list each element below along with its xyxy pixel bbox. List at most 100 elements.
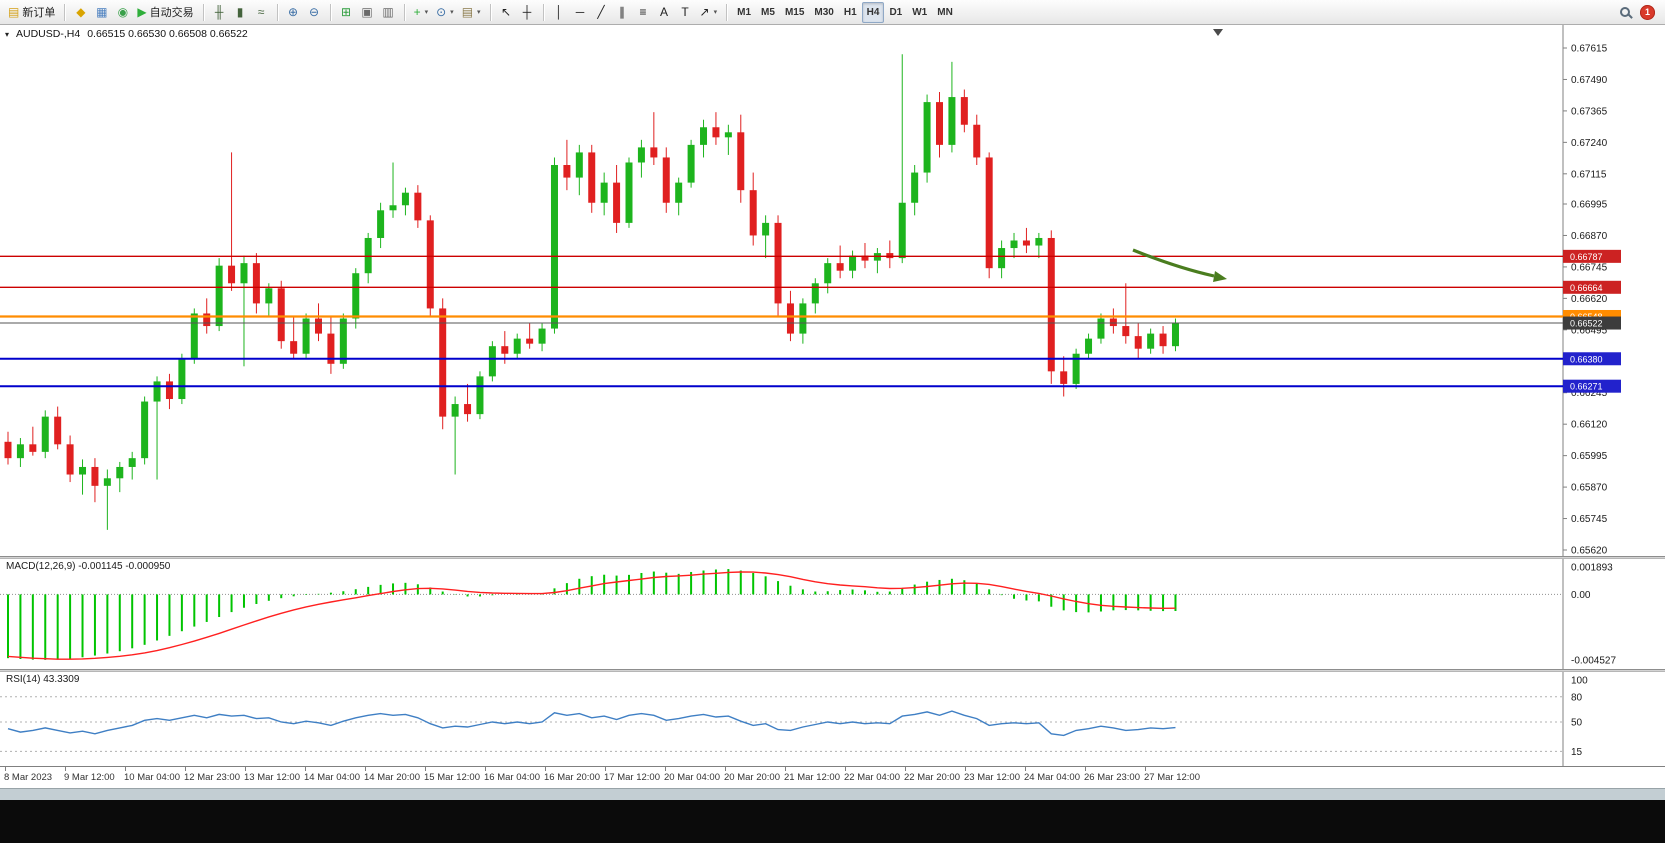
text-button[interactable]: A xyxy=(654,2,675,23)
channel-button[interactable]: ∥ xyxy=(612,2,633,23)
indicators-button[interactable]: + ▾ xyxy=(410,2,433,23)
indicators-icon: + xyxy=(413,5,421,19)
svg-text:0.00: 0.00 xyxy=(1571,590,1591,601)
ohlc-values-label: 0.66515 0.66530 0.66508 0.66522 xyxy=(87,28,248,40)
dropdown-caret-icon: ▾ xyxy=(424,9,429,16)
arrows-button[interactable]: ↗ ▾ xyxy=(696,2,722,23)
price-axis-labels[interactable]: 0.67615 0.67490 0.67365 0.67240 0.67115 0.669… xyxy=(1563,44,1608,557)
svg-text:0.65870: 0.65870 xyxy=(1571,483,1608,494)
timeframe-button-d1[interactable]: D1 xyxy=(889,6,903,18)
timeframe-button-h1[interactable]: H1 xyxy=(843,6,857,18)
horizontal-line-button[interactable]: ─ xyxy=(570,2,591,23)
time-axis-label: 9 Mar 12:00 xyxy=(64,772,115,783)
macd-svg[interactable]: 0.001893 0.00 -0.004527 xyxy=(0,559,1665,669)
toolbar-separator xyxy=(64,3,66,21)
crosshair-icon: ┼ xyxy=(522,5,532,19)
profiles-icon: ▦ xyxy=(96,5,108,19)
price-badge xyxy=(1563,316,1621,330)
periods-button[interactable]: ⊙ ▾ xyxy=(432,2,458,23)
bar-chart-icon: ╫ xyxy=(214,5,224,19)
svg-text:0.66664: 0.66664 xyxy=(1570,283,1603,293)
timeframe-button-m1[interactable]: M1 xyxy=(737,6,752,18)
arrange-windows-icon: ▥ xyxy=(382,5,394,19)
symbol-period-label: AUDUSD-,H4 xyxy=(16,28,81,40)
price-chart-svg[interactable]: 0.67615 0.67490 0.67365 0.67240 0.67115 0.669… xyxy=(0,25,1665,556)
price-badge xyxy=(1563,379,1621,393)
profiles-button[interactable]: ▦ xyxy=(91,2,112,23)
templates-icon: ▤ xyxy=(461,5,474,19)
zoom-out-button[interactable]: ⊖ xyxy=(304,2,325,23)
timeframe-button-m30[interactable]: M30 xyxy=(814,6,834,18)
timeframe-button-mn[interactable]: MN xyxy=(937,6,953,18)
time-axis-tick xyxy=(1145,767,1146,771)
time-axis-tick xyxy=(845,767,846,771)
auto-trading-icon: ▶ xyxy=(137,5,147,19)
arrange-windows-button[interactable]: ▥ xyxy=(378,2,399,23)
time-axis[interactable]: 8 Mar 2023 9 Mar 12:00 10 Mar 04:00 12 Mar … xyxy=(0,766,1665,788)
charts-button[interactable]: ◆ xyxy=(70,2,91,23)
rsi-label: RSI(14) 43.3309 xyxy=(6,674,80,685)
timeframe-button-w1[interactable]: W1 xyxy=(912,6,928,18)
time-axis-label: 27 Mar 12:00 xyxy=(1144,772,1200,783)
crosshair-button[interactable]: ┼ xyxy=(517,2,538,23)
window-bottom-strip xyxy=(0,800,1665,843)
trendline-button[interactable]: ╱ xyxy=(591,2,612,23)
notification-badge[interactable]: 1 xyxy=(1640,4,1655,20)
timeframe-button-h4[interactable]: H4 xyxy=(861,1,885,23)
line-chart-button[interactable]: ≈ xyxy=(251,2,272,23)
zoom-in-button[interactable]: ⊕ xyxy=(283,2,304,23)
templates-button[interactable]: ▤ ▾ xyxy=(458,2,485,23)
time-axis-tick xyxy=(725,767,726,771)
ohlc-expand-icon[interactable]: ▾ xyxy=(5,29,10,39)
macd-panel[interactable]: 0.001893 0.00 -0.004527 MACD(12,26,9) -0.0… xyxy=(0,559,1665,669)
new-order-button[interactable]: ▤ 新订单 xyxy=(4,2,59,23)
rsi-panel[interactable]: 100 80 50 15 RSI(14) 43.3309 xyxy=(0,672,1665,766)
toolbar-separator xyxy=(329,3,331,21)
time-axis-label: 21 Mar 12:00 xyxy=(784,772,840,783)
candlestick-chart-icon: ▮ xyxy=(236,5,244,19)
cascade-windows-button[interactable]: ▣ xyxy=(357,2,378,23)
panel-separator[interactable] xyxy=(0,669,1665,672)
dropdown-caret-icon: ▾ xyxy=(477,9,481,16)
chart-shift-marker[interactable] xyxy=(1213,29,1223,36)
trendline-icon: ╱ xyxy=(597,5,605,19)
macd-histogram xyxy=(7,569,1177,660)
time-axis-tick xyxy=(485,767,486,771)
hline-objects[interactable] xyxy=(0,255,1563,388)
time-axis-label: 23 Mar 12:00 xyxy=(964,772,1020,783)
search-icon[interactable] xyxy=(1620,7,1630,17)
charts-icon: ◆ xyxy=(76,5,86,19)
time-axis-tick xyxy=(605,767,606,771)
time-axis-tick xyxy=(125,767,126,771)
time-axis-label: 26 Mar 23:00 xyxy=(1084,772,1140,783)
vertical-line-icon: │ xyxy=(555,5,563,19)
candlestick-chart-button[interactable]: ▮ xyxy=(230,2,251,23)
horizontal-line-icon: ─ xyxy=(575,5,585,19)
bar-chart-button[interactable]: ╫ xyxy=(209,2,230,23)
toolbar-separator xyxy=(276,3,278,21)
svg-text:0.67490: 0.67490 xyxy=(1571,75,1608,86)
tile-windows-button[interactable]: ⊞ xyxy=(336,2,357,23)
time-axis-label: 17 Mar 12:00 xyxy=(604,772,660,783)
cursor-button[interactable]: ↖ xyxy=(496,2,517,23)
svg-text:0.66745: 0.66745 xyxy=(1571,262,1608,273)
fibonacci-button[interactable]: ≡ xyxy=(633,2,654,23)
trend-arrow-annotation[interactable] xyxy=(1132,248,1215,278)
refresh-button[interactable]: ◉ xyxy=(112,2,133,23)
svg-text:100: 100 xyxy=(1571,676,1588,687)
rsi-svg[interactable]: 100 80 50 15 xyxy=(0,672,1665,766)
cascade-windows-icon: ▣ xyxy=(361,5,373,19)
horizontal-scrollbar[interactable] xyxy=(0,788,1665,800)
vertical-line-button[interactable]: │ xyxy=(549,2,570,23)
panel-separator[interactable] xyxy=(0,556,1665,559)
auto-trading-button[interactable]: ▶ 自动交易 xyxy=(133,2,197,23)
time-axis-tick xyxy=(185,767,186,771)
timeframe-button-m15[interactable]: M15 xyxy=(784,6,805,18)
timeframe-button-m5[interactable]: M5 xyxy=(761,6,775,18)
trend-arrow-head[interactable] xyxy=(1213,271,1227,282)
price-chart-panel[interactable]: 0.67615 0.67490 0.67365 0.67240 0.67115 0.669… xyxy=(0,25,1665,556)
time-axis-label: 14 Mar 20:00 xyxy=(364,772,420,783)
label-button[interactable]: T xyxy=(675,2,696,23)
svg-text:0.65995: 0.65995 xyxy=(1571,451,1608,462)
